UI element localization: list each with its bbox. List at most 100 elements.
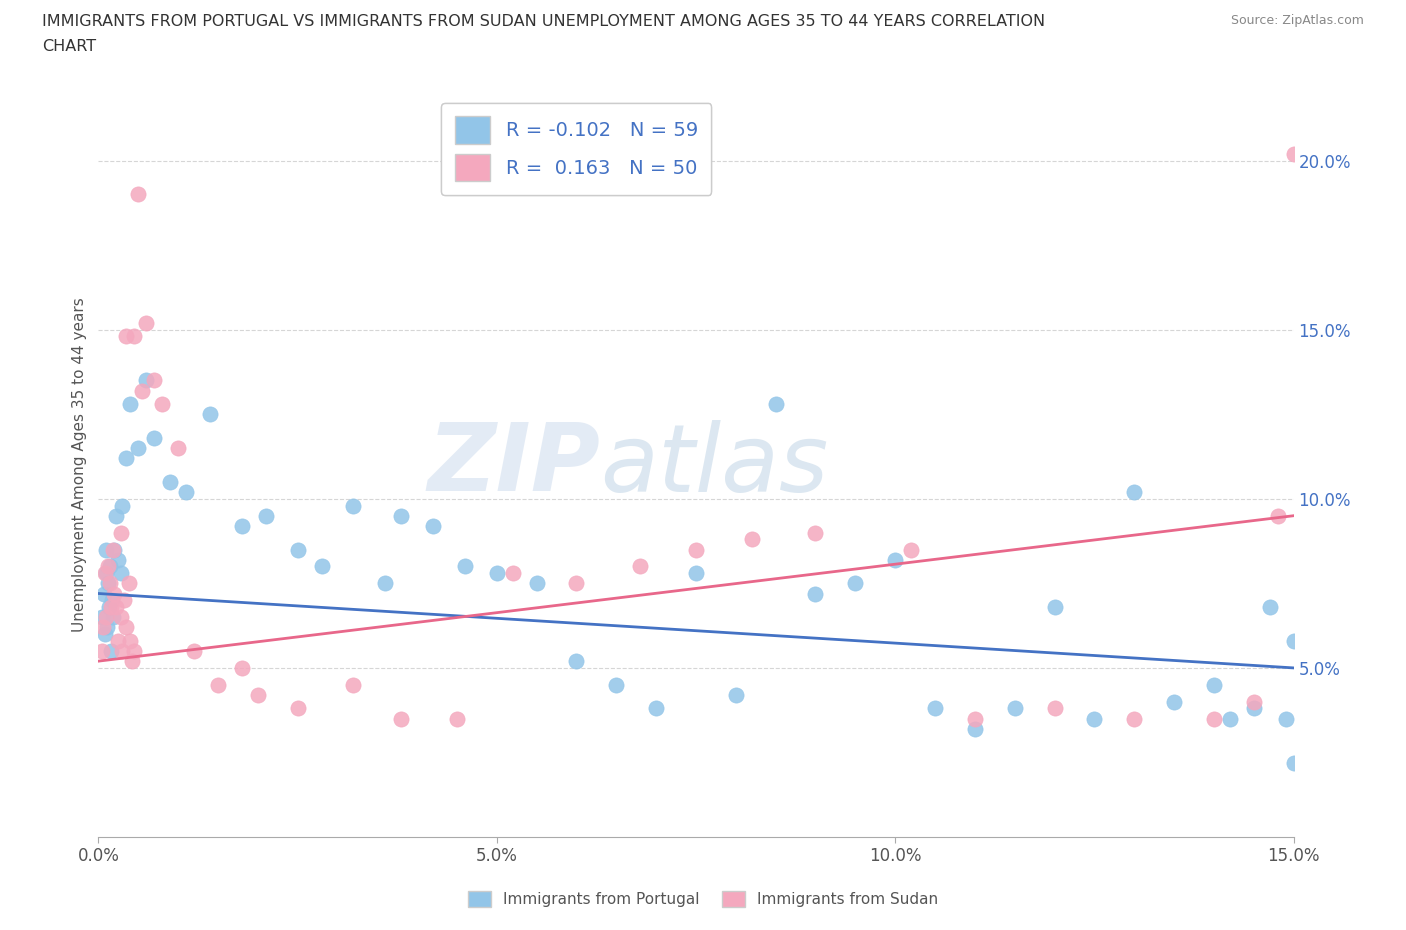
Point	[127, 441, 149, 456]
Point	[101, 542, 124, 557]
Point	[485, 565, 508, 580]
Point	[1202, 677, 1225, 692]
Point	[143, 431, 166, 445]
Point	[446, 711, 468, 726]
Point	[724, 687, 747, 702]
Point	[103, 586, 125, 601]
Point	[104, 600, 127, 615]
Point	[246, 687, 269, 702]
Point	[1243, 695, 1265, 710]
Point	[100, 600, 122, 615]
Point	[804, 586, 827, 601]
Point	[98, 576, 121, 591]
Point	[963, 711, 986, 726]
Point	[1274, 711, 1296, 726]
Text: CHART: CHART	[42, 39, 96, 54]
Point	[389, 509, 412, 524]
Point	[1043, 701, 1066, 716]
Point	[124, 644, 146, 658]
Point	[94, 627, 117, 642]
Point	[107, 552, 129, 567]
Point	[374, 576, 396, 591]
Point	[342, 498, 364, 513]
Point	[565, 654, 588, 669]
Point	[1219, 711, 1241, 726]
Point	[287, 542, 309, 557]
Point	[110, 525, 132, 540]
Point	[1083, 711, 1105, 726]
Point	[924, 701, 946, 716]
Point	[124, 329, 146, 344]
Point	[135, 373, 157, 388]
Point	[100, 644, 122, 658]
Point	[422, 518, 444, 533]
Point	[454, 559, 477, 574]
Point	[1243, 701, 1265, 716]
Point	[96, 620, 118, 635]
Y-axis label: Unemployment Among Ages 35 to 44 years: Unemployment Among Ages 35 to 44 years	[72, 298, 87, 632]
Point	[1123, 711, 1146, 726]
Point	[94, 565, 117, 580]
Point	[97, 600, 120, 615]
Legend: R = -0.102   N = 59, R =  0.163   N = 50: R = -0.102 N = 59, R = 0.163 N = 50	[441, 102, 711, 194]
Point	[111, 644, 134, 658]
Point	[231, 518, 253, 533]
Point	[115, 329, 138, 344]
Point	[844, 576, 866, 591]
Point	[167, 441, 190, 456]
Point	[900, 542, 922, 557]
Point	[804, 525, 827, 540]
Point	[884, 552, 907, 567]
Point	[174, 485, 197, 499]
Point	[1163, 695, 1185, 710]
Point	[565, 576, 588, 591]
Point	[502, 565, 524, 580]
Text: Source: ZipAtlas.com: Source: ZipAtlas.com	[1230, 14, 1364, 27]
Point	[605, 677, 627, 692]
Point	[628, 559, 651, 574]
Point	[98, 559, 122, 574]
Point	[120, 397, 142, 412]
Point	[103, 542, 125, 557]
Point	[741, 532, 763, 547]
Text: ZIP: ZIP	[427, 419, 600, 511]
Point	[1004, 701, 1026, 716]
Point	[118, 576, 141, 591]
Point	[131, 383, 153, 398]
Point	[97, 559, 120, 574]
Point	[963, 722, 986, 737]
Point	[111, 498, 134, 513]
Point	[93, 586, 115, 601]
Point	[120, 633, 142, 648]
Point	[685, 542, 707, 557]
Point	[94, 542, 117, 557]
Point	[115, 620, 138, 635]
Point	[121, 654, 143, 669]
Point	[342, 677, 364, 692]
Point	[1267, 509, 1289, 524]
Point	[1202, 711, 1225, 726]
Legend: Immigrants from Portugal, Immigrants from Sudan: Immigrants from Portugal, Immigrants fro…	[461, 884, 945, 913]
Point	[685, 565, 707, 580]
Text: IMMIGRANTS FROM PORTUGAL VS IMMIGRANTS FROM SUDAN UNEMPLOYMENT AMONG AGES 35 TO : IMMIGRANTS FROM PORTUGAL VS IMMIGRANTS F…	[42, 14, 1045, 29]
Point	[135, 315, 157, 330]
Point	[1123, 485, 1146, 499]
Point	[150, 397, 173, 412]
Point	[526, 576, 548, 591]
Text: atlas: atlas	[600, 419, 828, 511]
Point	[1258, 600, 1281, 615]
Point	[101, 592, 124, 607]
Point	[143, 373, 166, 388]
Point	[231, 660, 253, 675]
Point	[1282, 755, 1305, 770]
Point	[1282, 146, 1305, 161]
Point	[1043, 600, 1066, 615]
Point	[101, 610, 124, 625]
Point	[91, 610, 114, 625]
Point	[96, 565, 118, 580]
Point	[127, 187, 149, 202]
Point	[389, 711, 412, 726]
Point	[97, 576, 120, 591]
Point	[104, 509, 127, 524]
Point	[115, 451, 138, 466]
